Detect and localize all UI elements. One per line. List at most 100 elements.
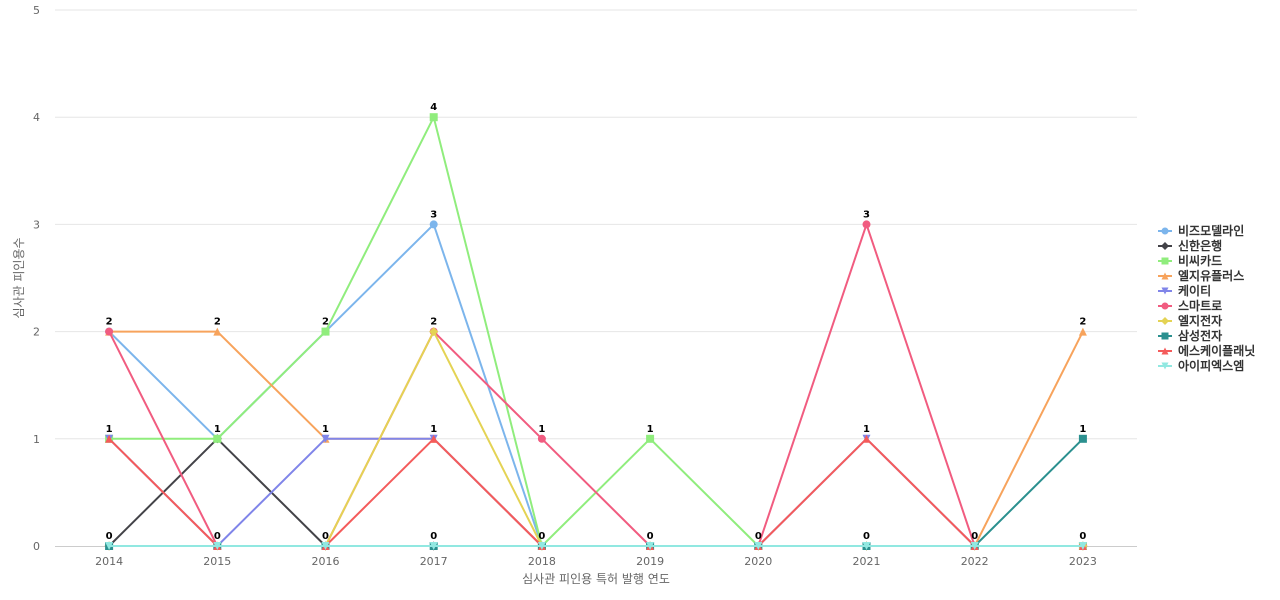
legend-item[interactable]: 엘지전자 (1158, 313, 1222, 328)
x-tick-label: 2023 (1069, 555, 1097, 568)
x-tick-label: 2016 (312, 555, 340, 568)
legend-item[interactable]: 비즈모델라인 (1158, 223, 1244, 238)
legend-symbol (1161, 332, 1169, 340)
data-label: 1 (214, 424, 221, 435)
legend-item[interactable]: 비씨카드 (1158, 253, 1222, 268)
data-label: 2 (1079, 317, 1086, 328)
data-point (213, 327, 222, 336)
legend-symbol (1161, 242, 1169, 250)
data-label: 0 (106, 531, 113, 542)
legend-symbol (1161, 362, 1169, 370)
series-9 (105, 542, 1087, 550)
y-tick-label: 5 (33, 4, 40, 17)
y-axis-ticks: 0 1 2 3 4 5 (33, 4, 40, 553)
data-label: 4 (430, 102, 437, 113)
data-point (1078, 542, 1087, 550)
y-axis-title: 심사관 피인용수 (12, 237, 26, 318)
y-tick-label: 4 (33, 111, 40, 124)
data-label: 3 (863, 209, 870, 220)
legend-label: 비씨카드 (1178, 253, 1222, 268)
data-label: 0 (755, 531, 762, 542)
legend-item[interactable]: 아이피엑스엠 (1158, 358, 1244, 373)
y-tick-label: 0 (33, 540, 40, 553)
data-label: 1 (1079, 424, 1086, 435)
x-tick-label: 2015 (203, 555, 231, 568)
x-axis-ticks: 2014 2015 2016 2017 2018 2019 2020 2021 2022 2023 (95, 555, 1097, 568)
data-label: 0 (863, 531, 870, 542)
data-point (754, 542, 763, 550)
y-tick-label: 1 (33, 433, 40, 446)
legend-label: 케이티 (1178, 283, 1211, 298)
data-point (105, 542, 114, 550)
legend-symbol (1161, 347, 1169, 355)
data-point (429, 113, 438, 122)
data-label: 1 (106, 424, 113, 435)
legend-symbol (1161, 302, 1169, 310)
data-label: 2 (430, 317, 437, 328)
x-axis-title: 심사관 피인용 특허 발행 연도 (522, 571, 670, 586)
legend-symbol (1161, 227, 1169, 235)
data-point (646, 434, 655, 443)
data-point (646, 542, 655, 550)
legend-symbol (1161, 317, 1169, 325)
legend-label: 신한은행 (1178, 238, 1222, 253)
data-label: 0 (322, 531, 329, 542)
data-labels: 2 1 0 2 1 0 2 1 0 4 3 2 1 0 1 0 1 0 0 3 1 0 0 2 1 0 (106, 102, 1087, 542)
data-point (429, 220, 438, 229)
y-tick-label: 2 (33, 326, 40, 339)
series-line (108, 223, 1083, 547)
grid-layer (55, 9, 1137, 440)
data-label: 1 (863, 424, 870, 435)
legend-label: 삼성전자 (1178, 328, 1222, 343)
data-point (537, 542, 546, 550)
legend-label: 엘지전자 (1178, 313, 1222, 328)
legend-item[interactable]: 스마트로 (1158, 298, 1222, 313)
series-line (108, 223, 1083, 547)
data-point (213, 434, 222, 443)
legend-label: 비즈모델라인 (1178, 223, 1244, 238)
legend-symbol (1161, 257, 1169, 265)
data-point (105, 434, 114, 443)
y-tick-label: 3 (33, 218, 40, 231)
data-label: 0 (647, 531, 654, 542)
data-point (429, 434, 438, 443)
legend-item[interactable]: 에스케이플래닛 (1158, 343, 1255, 358)
data-label: 1 (647, 424, 654, 435)
legend-label: 엘지유플러스 (1178, 268, 1244, 283)
data-label: 3 (430, 209, 437, 220)
x-tick-label: 2018 (528, 555, 556, 568)
data-point (862, 434, 871, 443)
data-label: 0 (971, 531, 978, 542)
legend-item[interactable]: 케이티 (1158, 283, 1211, 298)
legend-item[interactable]: 삼성전자 (1158, 328, 1222, 343)
data-point (105, 327, 114, 336)
data-point (321, 434, 330, 443)
data-point (1078, 327, 1087, 336)
data-label: 1 (322, 424, 329, 435)
data-point (1078, 434, 1087, 443)
legend-item[interactable]: 엘지유플러스 (1158, 268, 1244, 283)
legend: 비즈모델라인신한은행비씨카드엘지유플러스케이티스마트로엘지전자삼성전자에스케이플… (1158, 223, 1255, 373)
x-tick-label: 2019 (636, 555, 664, 568)
legend-symbol (1161, 272, 1169, 280)
data-label: 1 (430, 424, 437, 435)
series-5 (105, 220, 1087, 550)
data-label: 0 (538, 531, 545, 542)
legend-symbol (1161, 287, 1169, 295)
data-point (429, 327, 439, 337)
legend-label: 스마트로 (1178, 298, 1222, 313)
data-label: 0 (214, 531, 221, 542)
data-point (970, 542, 979, 550)
data-point (429, 542, 438, 550)
x-tick-label: 2014 (95, 555, 123, 568)
x-tick-label: 2021 (853, 555, 881, 568)
x-tick-label: 2017 (420, 555, 448, 568)
data-point (321, 327, 330, 336)
legend-item[interactable]: 신한은행 (1158, 238, 1222, 253)
data-point (537, 434, 546, 443)
series-layer (104, 113, 1088, 551)
data-label: 0 (430, 531, 437, 542)
data-point (862, 542, 871, 550)
data-point (862, 220, 871, 229)
data-label: 0 (1079, 531, 1086, 542)
